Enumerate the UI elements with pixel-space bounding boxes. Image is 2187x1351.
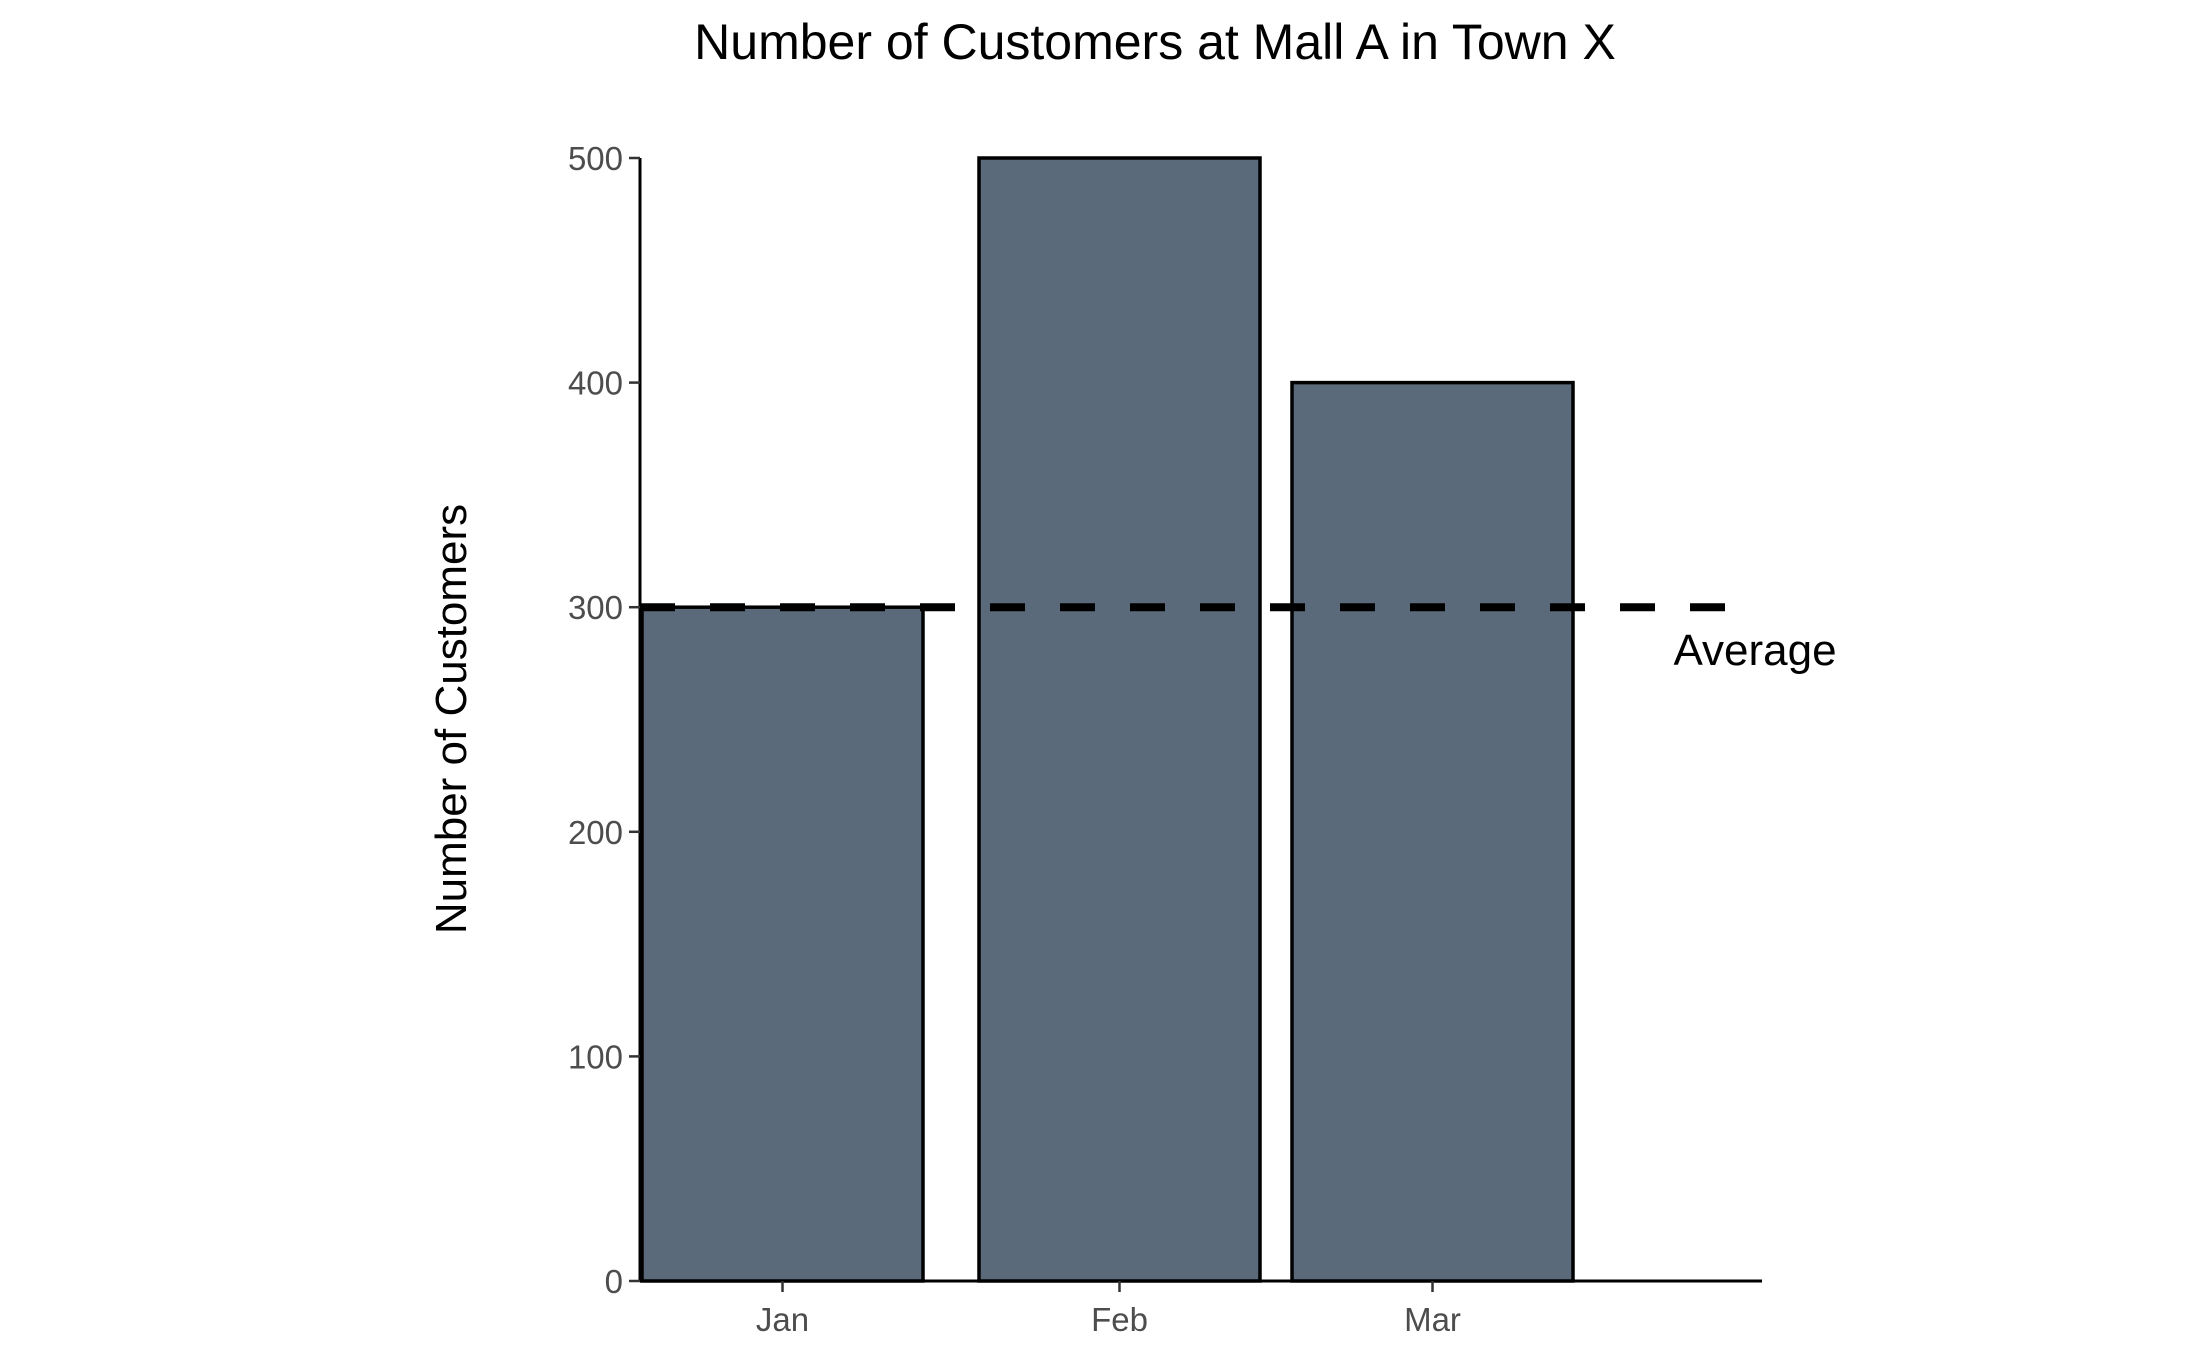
chart-title: Number of Customers at Mall A in Town X (694, 14, 1616, 70)
y-axis-label: Number of Customers (427, 504, 476, 934)
bars-group (640, 156, 1575, 1283)
y-tick-label-0: 0 (605, 1263, 623, 1300)
average-annotation: Average (1673, 626, 1836, 675)
y-tick-label-300: 300 (568, 589, 623, 626)
bar-feb (977, 156, 1262, 1283)
axes-group (638, 158, 1762, 1283)
bar-mar (1290, 380, 1575, 1283)
x-tick-label-feb: Feb (1091, 1301, 1148, 1338)
x-tick-label-jan: Jan (756, 1301, 809, 1338)
y-tick-label-200: 200 (568, 814, 623, 851)
x-tick-label-mar: Mar (1404, 1301, 1461, 1338)
y-tick-label-500: 500 (568, 140, 623, 177)
ticks-group: Jan Feb Mar 0 100 200 300 400 500 (568, 140, 1461, 1338)
y-tick-label-100: 100 (568, 1038, 623, 1075)
bar-jan (640, 605, 925, 1283)
y-tick-label-400: 400 (568, 365, 623, 402)
